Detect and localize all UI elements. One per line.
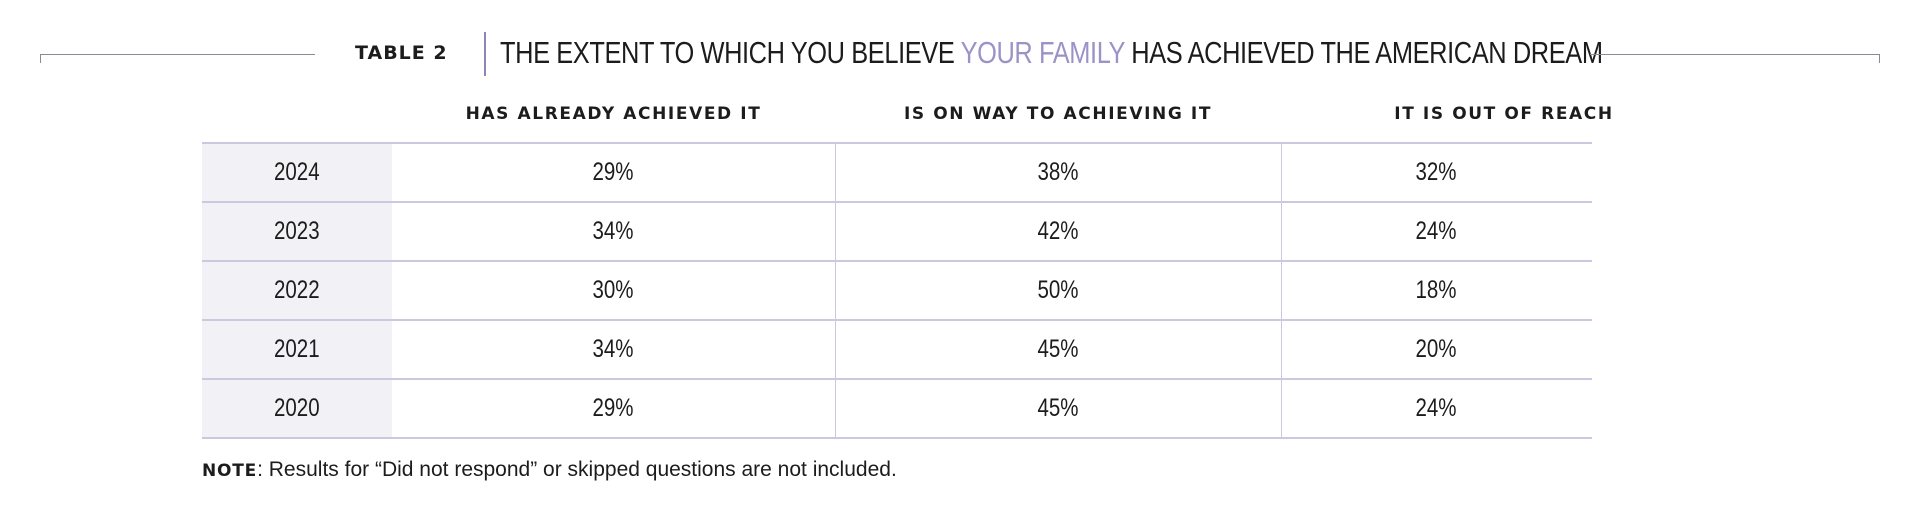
table-row: 2021 34% 45% 20% <box>202 319 1592 378</box>
year-cell: 2022 <box>202 262 392 319</box>
column-header-on-way: IS ON WAY TO ACHIEVING IT <box>903 104 1213 124</box>
column-divider <box>835 144 836 201</box>
out-of-reach-cell: 18% <box>1415 276 1458 304</box>
column-divider <box>1281 321 1282 378</box>
already-achieved-cell: 34% <box>592 335 635 363</box>
column-divider <box>835 321 836 378</box>
year-cell: 2021 <box>202 321 392 378</box>
results-table: 2024 29% 38% 32% 2023 34% 42% 24% 2022 3… <box>202 142 1592 439</box>
title-rule-left-tick <box>40 54 41 63</box>
column-divider <box>835 203 836 260</box>
already-achieved-cell: 30% <box>592 276 635 304</box>
on-way-cell: 50% <box>1037 276 1079 304</box>
note-text: : Results for “Did not respond” or skipp… <box>257 458 897 481</box>
column-divider <box>1281 203 1282 260</box>
column-divider <box>1281 380 1282 437</box>
on-way-cell: 45% <box>1037 335 1079 363</box>
on-way-cell: 38% <box>1037 158 1079 186</box>
already-achieved-cell: 34% <box>592 217 635 245</box>
already-achieved-cell: 29% <box>592 394 635 422</box>
table-row: 2024 29% 38% 32% <box>202 142 1592 201</box>
year-cell: 2023 <box>202 203 392 260</box>
out-of-reach-cell: 32% <box>1415 158 1458 186</box>
table-note: NOTE: Results for “Did not respond” or s… <box>202 458 897 482</box>
out-of-reach-cell: 20% <box>1415 335 1458 363</box>
title-rule-right <box>1590 54 1880 55</box>
title-separator <box>484 32 486 76</box>
column-header-out-of-reach: IT IS OUT OF REACH <box>1394 104 1614 124</box>
title-rule-left <box>40 54 315 55</box>
out-of-reach-cell: 24% <box>1415 394 1458 422</box>
column-divider <box>1281 262 1282 319</box>
out-of-reach-cell: 24% <box>1415 217 1458 245</box>
title-highlight: YOUR FAMILY <box>960 35 1125 70</box>
title-text-before: THE EXTENT TO WHICH YOU BELIEVE <box>500 35 961 70</box>
table-row: 2020 29% 45% 24% <box>202 378 1592 439</box>
year-cell: 2024 <box>202 144 392 201</box>
on-way-cell: 45% <box>1037 394 1079 422</box>
table-title-row: TABLE 2 THE EXTENT TO WHICH YOU BELIEVE … <box>40 32 1880 76</box>
already-achieved-cell: 29% <box>592 158 635 186</box>
column-divider <box>835 380 836 437</box>
title-rule-right-tick <box>1879 54 1880 63</box>
on-way-cell: 42% <box>1037 217 1079 245</box>
table-row: 2023 34% 42% 24% <box>202 201 1592 260</box>
table-row: 2022 30% 50% 18% <box>202 260 1592 319</box>
year-cell: 2020 <box>202 380 392 437</box>
table-number-label: TABLE 2 <box>355 42 448 64</box>
column-divider <box>1281 144 1282 201</box>
title-text-after: HAS ACHIEVED THE AMERICAN DREAM <box>1124 35 1603 70</box>
note-label: NOTE <box>202 461 258 481</box>
column-headers: HAS ALREADY ACHIEVED IT IS ON WAY TO ACH… <box>0 104 1920 128</box>
table-title: THE EXTENT TO WHICH YOU BELIEVE YOUR FAM… <box>500 35 1603 71</box>
column-header-already-achieved: HAS ALREADY ACHIEVED IT <box>465 104 762 124</box>
column-divider <box>835 262 836 319</box>
